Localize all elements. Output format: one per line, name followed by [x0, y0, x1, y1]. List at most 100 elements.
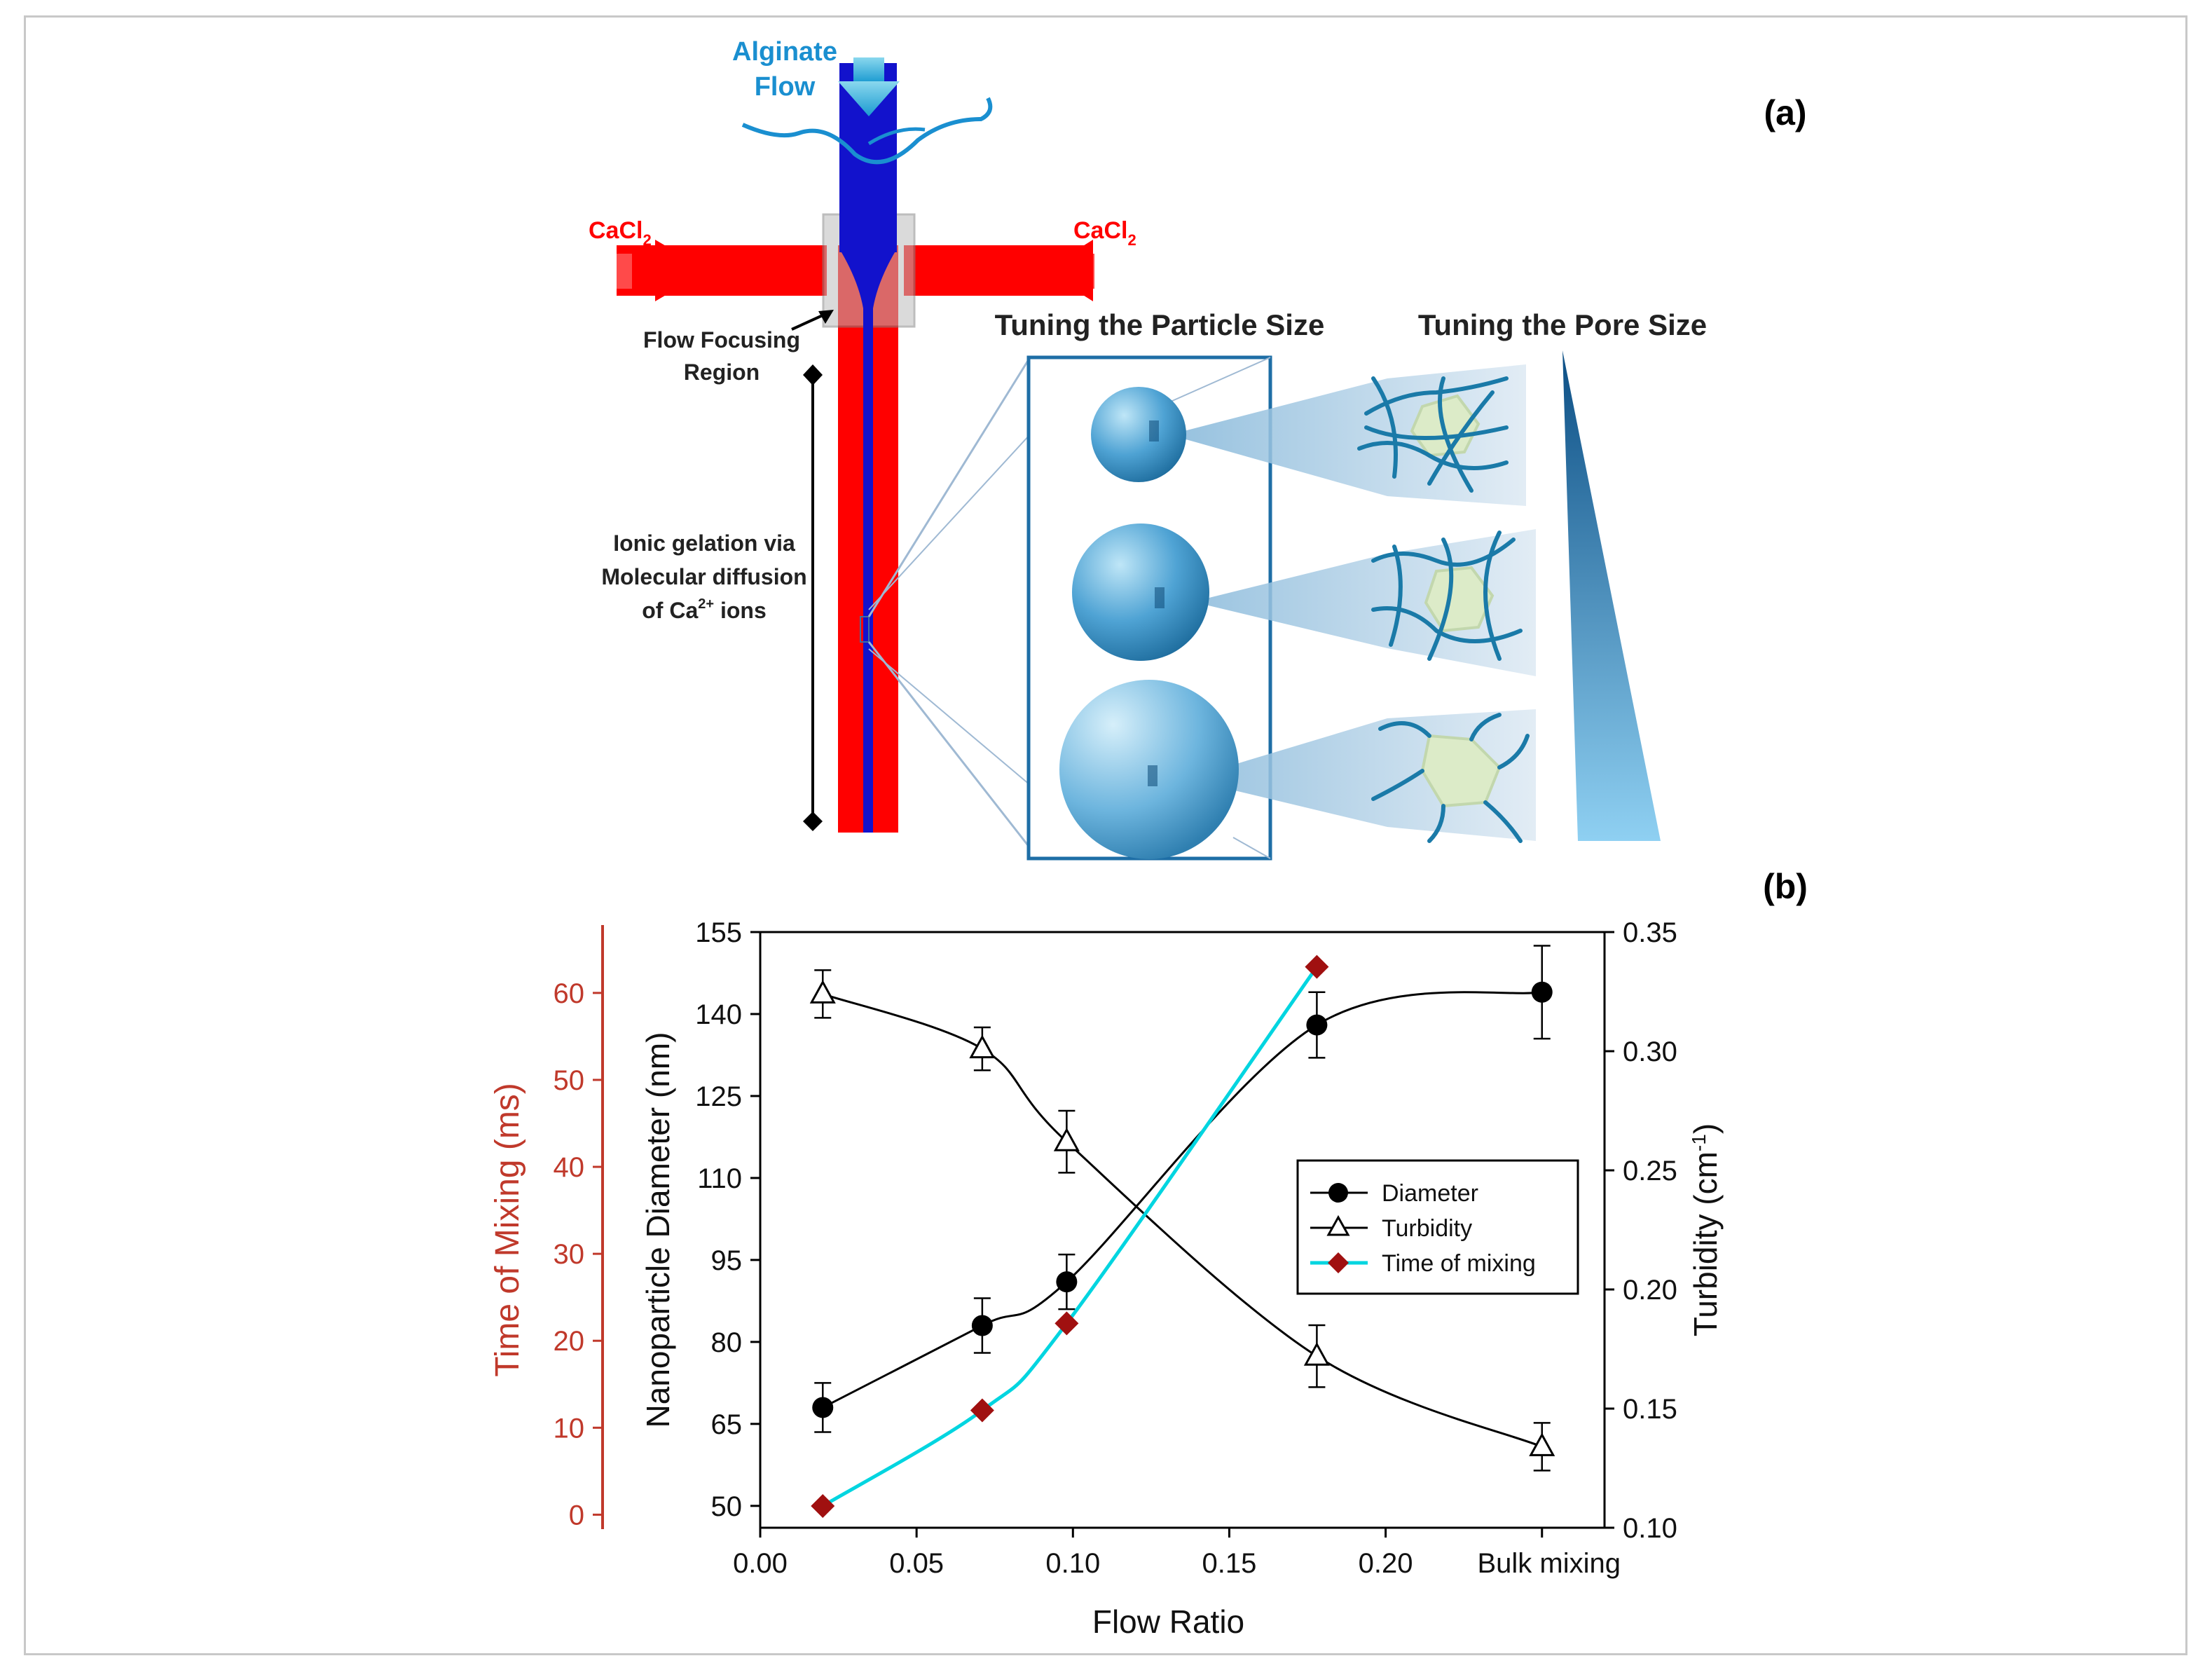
y-right-tick-label: 0.20	[1623, 1275, 1677, 1306]
y-mix-tick-label: 10	[554, 1413, 585, 1444]
y-mix-tick-label: 60	[554, 978, 585, 1009]
y-left-tick-label: 125	[695, 1081, 742, 1112]
pore-network-small-icon	[1357, 376, 1509, 493]
y-right-tick-label: 0.30	[1623, 1036, 1677, 1067]
pore-network-medium-icon	[1371, 531, 1523, 661]
cacl2-right-label: CaCl2	[1073, 217, 1136, 249]
x-tick-label: 0.05	[889, 1548, 944, 1579]
y-left-tick-label: 95	[711, 1245, 743, 1276]
x-tick-label: 0.20	[1359, 1548, 1413, 1579]
y-left-tick-label: 80	[711, 1327, 743, 1358]
panel-b-label: (b)	[1763, 867, 1808, 906]
y-mix-tick-label: 40	[554, 1152, 585, 1183]
cacl2-left-arrow	[655, 240, 708, 301]
y-mix-tick-label: 0	[569, 1500, 584, 1531]
ionic-gelation-label-2: Molecular diffusion	[601, 564, 806, 589]
y-left-tick-label: 50	[711, 1491, 743, 1522]
y-left-tick-label: 110	[697, 1163, 742, 1194]
marker-top-icon	[803, 364, 823, 385]
legend-label: Diameter	[1382, 1180, 1478, 1207]
cacl2-right-arrow	[1044, 240, 1093, 301]
particle-medium	[1072, 523, 1209, 661]
data-point-time-of-mixing	[1055, 1311, 1079, 1336]
data-point-turbidity	[1053, 1128, 1080, 1151]
legend-label: Turbidity	[1382, 1215, 1472, 1242]
data-point-diameter	[1056, 1271, 1078, 1293]
alginate-strand-icon	[867, 127, 926, 146]
series-line-turbidity	[822, 992, 1543, 1448]
tuning-particle-title: Tuning the Particle Size	[995, 308, 1325, 341]
data-point-turbidity	[1529, 1432, 1555, 1456]
pore-cone-small	[1156, 364, 1526, 506]
x-axis-label: Flow Ratio	[1092, 1603, 1244, 1640]
ionic-gelation-label-1: Ionic gelation via	[613, 531, 795, 556]
cacl2-left-stub	[617, 254, 632, 289]
particle-small	[1091, 387, 1186, 482]
y-right-axis-label: Turbidity (cm-1)	[1687, 1123, 1724, 1336]
flow-focusing-pointer-head	[818, 310, 834, 324]
y-right-tick-label: 0.15	[1623, 1394, 1677, 1425]
alginate-focus	[839, 249, 897, 833]
y-left-tick-label: 65	[711, 1409, 743, 1440]
zoom-line	[867, 641, 1031, 849]
y-right-tick-label: 0.35	[1623, 917, 1677, 948]
legend-label: Time of mixing	[1382, 1250, 1536, 1277]
data-point-diameter	[812, 1397, 834, 1418]
y-mix-tick-label: 20	[554, 1326, 585, 1357]
pore-network-large-icon	[1371, 713, 1530, 843]
y-left-tick-label: 140	[695, 999, 742, 1030]
y-left-axis-label: Nanoparticle Diameter (nm)	[640, 1032, 676, 1428]
data-point-diameter	[971, 1315, 993, 1336]
channel-zoom-box	[860, 616, 870, 643]
x-tick-label: 0.10	[1045, 1548, 1100, 1579]
alginate-strand-icon	[741, 97, 993, 165]
series-line-time-of-mixing	[821, 966, 1319, 1508]
x-tick-label: 0.00	[733, 1548, 788, 1579]
data-point-turbidity	[969, 1034, 996, 1059]
series-line-diameter	[822, 991, 1542, 1409]
alginate-arrow-shaft	[853, 57, 884, 83]
cacl2-left-channel	[617, 245, 827, 296]
cacl2-left-label: CaCl2	[589, 217, 652, 249]
tuning-pore-title: Tuning the Pore Size	[1418, 308, 1707, 341]
particle-medium-zoom	[1155, 587, 1165, 608]
zoom-line	[868, 434, 1031, 610]
zoom-line	[867, 357, 1031, 617]
data-point-turbidity	[809, 980, 836, 1004]
pore-size-wedge	[1562, 350, 1661, 841]
particle-large-zoom	[1148, 765, 1157, 786]
y-mix-tick-label: 50	[554, 1065, 585, 1096]
alginate-flow-label-1: Alginate	[732, 37, 837, 67]
zoom-line	[1232, 837, 1271, 859]
pore-cone-medium	[1153, 529, 1536, 676]
data-point-time-of-mixing	[811, 1493, 835, 1518]
x-tick-label: 0.15	[1202, 1548, 1257, 1579]
y-right-tick-label: 0.25	[1623, 1156, 1677, 1186]
data-point-time-of-mixing	[1305, 954, 1329, 979]
flow-focusing-label-1: Flow Focusing	[643, 327, 800, 353]
data-point-diameter	[1531, 981, 1553, 1003]
alginate-flow-label-2: Flow	[755, 72, 816, 102]
panel-a-label: (a)	[1764, 93, 1806, 132]
data-point-turbidity	[1303, 1342, 1330, 1366]
chart: 0.00 0.05 0.10 0.15 0.20 Bulk mixing Flow Rati…	[489, 917, 1724, 1640]
alginate-arrow-head	[838, 81, 900, 116]
zoom-line	[868, 648, 1031, 786]
y-mix-axis-label: Time of Mixing (ms)	[489, 1083, 526, 1377]
plot-area	[759, 931, 1606, 1529]
panel-b: (b) 0.00 0.05 0.10 0.15 0.20 Bulk mixing Flow …	[489, 867, 1808, 1640]
data-point-diameter	[1306, 1014, 1328, 1036]
particle-small-zoom	[1149, 420, 1159, 442]
data-point-time-of-mixing	[970, 1398, 994, 1423]
legend-marker-turbidity	[1326, 1214, 1350, 1236]
y-mix-tick-label: 30	[554, 1239, 585, 1270]
y-left-tick-label: 155	[695, 917, 742, 948]
y-right-tick-label: 0.10	[1623, 1513, 1677, 1544]
marker-bottom-icon	[803, 812, 823, 831]
x-tick-label: Bulk mixing	[1477, 1548, 1621, 1579]
panel-a: (a) Alginate Flow CaCl2 CaCl2 Flow Focus…	[589, 37, 1807, 861]
ionic-gelation-label-3: of Ca2+ ions	[642, 596, 766, 623]
zoom-line	[1159, 357, 1271, 407]
legend-marker-diameter	[1328, 1183, 1348, 1203]
